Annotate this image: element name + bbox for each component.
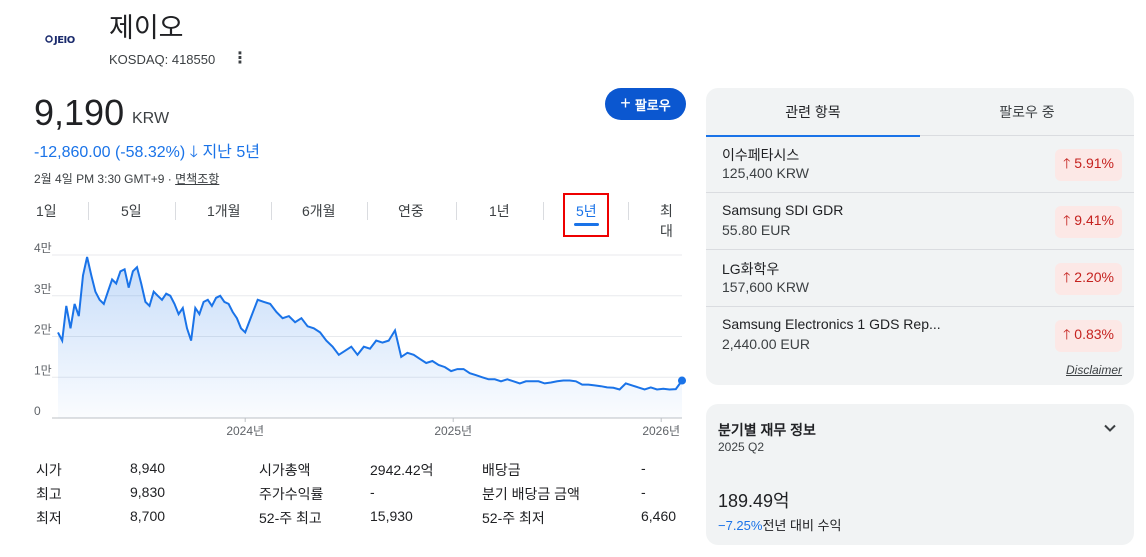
stat-label: 시가 <box>36 462 62 478</box>
range-max[interactable]: 최대 <box>660 203 673 239</box>
stat-value: 8,940 <box>130 460 166 476</box>
follow-button[interactable]: + 팔로우 <box>605 88 686 120</box>
company-logo: JEIO <box>44 30 84 48</box>
stat-label: 주가수익률 <box>259 486 324 502</box>
change-value: -12,860.00 (-58.32%) <box>34 144 186 161</box>
related-item-price: 125,400 KRW <box>722 165 809 181</box>
price-chart: 0 1만 2만 3만 4만 2024년 2025년 2026년 <box>34 241 686 438</box>
related-item-name: LG화학우 <box>722 261 780 277</box>
highlight-box <box>563 193 609 237</box>
range-selector: 1일 5일 1개월 6개월 연중 1년 5년 최대 <box>28 196 690 239</box>
related-item[interactable]: LG화학우 157,600 KRW 🡑 2.20% <box>706 250 1134 307</box>
y-tick-label: 2만 <box>34 323 52 337</box>
svg-text:JEIO: JEIO <box>53 35 75 46</box>
stat-value: 9,830 <box>130 484 166 500</box>
chevron-down-icon[interactable] <box>1102 420 1118 436</box>
arrow-down-icon: 🡓 <box>189 144 198 161</box>
x-tick-label: 2026년 <box>642 424 680 438</box>
last-price-dot <box>678 376 686 385</box>
y-tick-label: 1만 <box>34 363 52 377</box>
financials-card: 분기별 재무 정보 2025 Q2 189.49억 −7.25%전년 대비 수익 <box>706 404 1134 545</box>
range-6m[interactable]: 6개월 <box>302 203 336 219</box>
follow-label: 팔로우 <box>634 97 671 113</box>
range-divider <box>88 202 89 220</box>
range-5y[interactable]: 5년 <box>568 196 605 226</box>
stat-label: 분기 배당금 금액 <box>482 486 580 502</box>
change-chip: 🡑 5.91% <box>1055 149 1122 181</box>
stat-value: 15,930 <box>370 508 413 524</box>
related-item-name: 이수페타시스 <box>722 147 800 163</box>
jeio-logo-icon: JEIO <box>45 35 75 46</box>
range-divider <box>543 202 544 220</box>
timestamp: 2월 4일 PM 3:30 GMT+9 · 면책조항 <box>34 170 219 187</box>
related-item-name: Samsung SDI GDR <box>722 202 844 218</box>
price-area <box>58 257 682 418</box>
arrow-up-icon: 🡑 <box>1063 326 1071 342</box>
stat-label: 배당금 <box>482 462 521 478</box>
financials-change: −7.25%전년 대비 수익 <box>718 518 842 533</box>
tab-related[interactable]: 관련 항목 <box>706 88 920 137</box>
related-item-name: Samsung Electronics 1 GDS Rep... <box>722 316 941 332</box>
related-item[interactable]: Samsung Electronics 1 GDS Rep... 2,440.0… <box>706 307 1134 364</box>
arrow-up-icon: 🡑 <box>1063 212 1071 228</box>
related-item-price: 2,440.00 EUR <box>722 336 810 352</box>
range-divider <box>271 202 272 220</box>
arrow-up-icon: 🡑 <box>1063 269 1071 285</box>
related-panel: 관련 항목 팔로우 중 이수페타시스 125,400 KRW 🡑 5.91% S… <box>706 88 1134 385</box>
ticker-label: KOSDAQ: 418550 <box>109 52 216 67</box>
company-name: 제이오 <box>109 13 184 44</box>
related-item-price: 55.80 EUR <box>722 222 791 238</box>
more-options-icon[interactable]: ⋮ <box>232 50 248 67</box>
range-1m[interactable]: 1개월 <box>207 203 241 219</box>
range-ytd[interactable]: 연중 <box>398 203 424 219</box>
related-tabs: 관련 항목 팔로우 중 <box>706 88 1134 137</box>
range-active-underline <box>574 223 599 226</box>
stat-value: 6,460 <box>641 508 677 524</box>
stat-value: - <box>370 484 375 500</box>
range-divider <box>628 202 629 220</box>
tab-following[interactable]: 팔로우 중 <box>999 104 1055 120</box>
range-5d[interactable]: 5일 <box>121 203 142 219</box>
range-1d[interactable]: 1일 <box>36 203 57 219</box>
price-change: -12,860.00 (-58.32%) 🡓 지난 5년 <box>34 138 260 168</box>
disclaimer-link[interactable]: Disclaimer <box>1065 363 1122 377</box>
x-tick-label: 2025년 <box>434 424 472 438</box>
stat-value: 2942.42억 <box>370 462 434 478</box>
range-divider <box>367 202 368 220</box>
y-tick-label: 3만 <box>34 282 52 296</box>
related-item[interactable]: 이수페타시스 125,400 KRW 🡑 5.91% <box>706 136 1134 193</box>
financials-value: 189.49억 <box>718 491 790 511</box>
plus-icon: + <box>620 92 631 113</box>
stat-value: 8,700 <box>130 508 166 524</box>
range-divider <box>175 202 176 220</box>
change-chip: 🡑 9.41% <box>1055 206 1122 238</box>
stat-label: 최저 <box>36 510 62 526</box>
related-item[interactable]: Samsung SDI GDR 55.80 EUR 🡑 9.41% <box>706 193 1134 250</box>
financials-quarter: 2025 Q2 <box>718 440 765 454</box>
y-tick-label: 0 <box>34 404 41 418</box>
x-tick-label: 2024년 <box>226 424 264 438</box>
stat-label: 최고 <box>36 486 62 502</box>
stat-value: - <box>641 460 646 476</box>
related-item-price: 157,600 KRW <box>722 279 809 295</box>
arrow-up-icon: 🡑 <box>1063 155 1071 171</box>
stat-label: 52-주 최고 <box>259 510 322 526</box>
range-divider <box>456 202 457 220</box>
currency-label: KRW <box>132 110 170 127</box>
price-line <box>57 256 683 391</box>
change-chip: 🡑 0.83% <box>1055 320 1122 352</box>
y-tick-label: 4만 <box>34 241 52 255</box>
change-chip: 🡑 2.20% <box>1055 263 1122 295</box>
current-price: 9,190 <box>34 92 125 133</box>
stat-value: - <box>641 484 646 500</box>
range-1y[interactable]: 1년 <box>489 203 510 219</box>
stat-label: 시가총액 <box>259 462 311 478</box>
stat-label: 52-주 최저 <box>482 510 545 526</box>
financials-title: 분기별 재무 정보 <box>718 422 816 438</box>
change-period: 지난 5년 <box>202 144 260 161</box>
disclaimer-link[interactable]: 면책조항 <box>175 172 220 186</box>
timestamp-text: 2월 4일 PM 3:30 GMT+9 · <box>34 172 176 186</box>
